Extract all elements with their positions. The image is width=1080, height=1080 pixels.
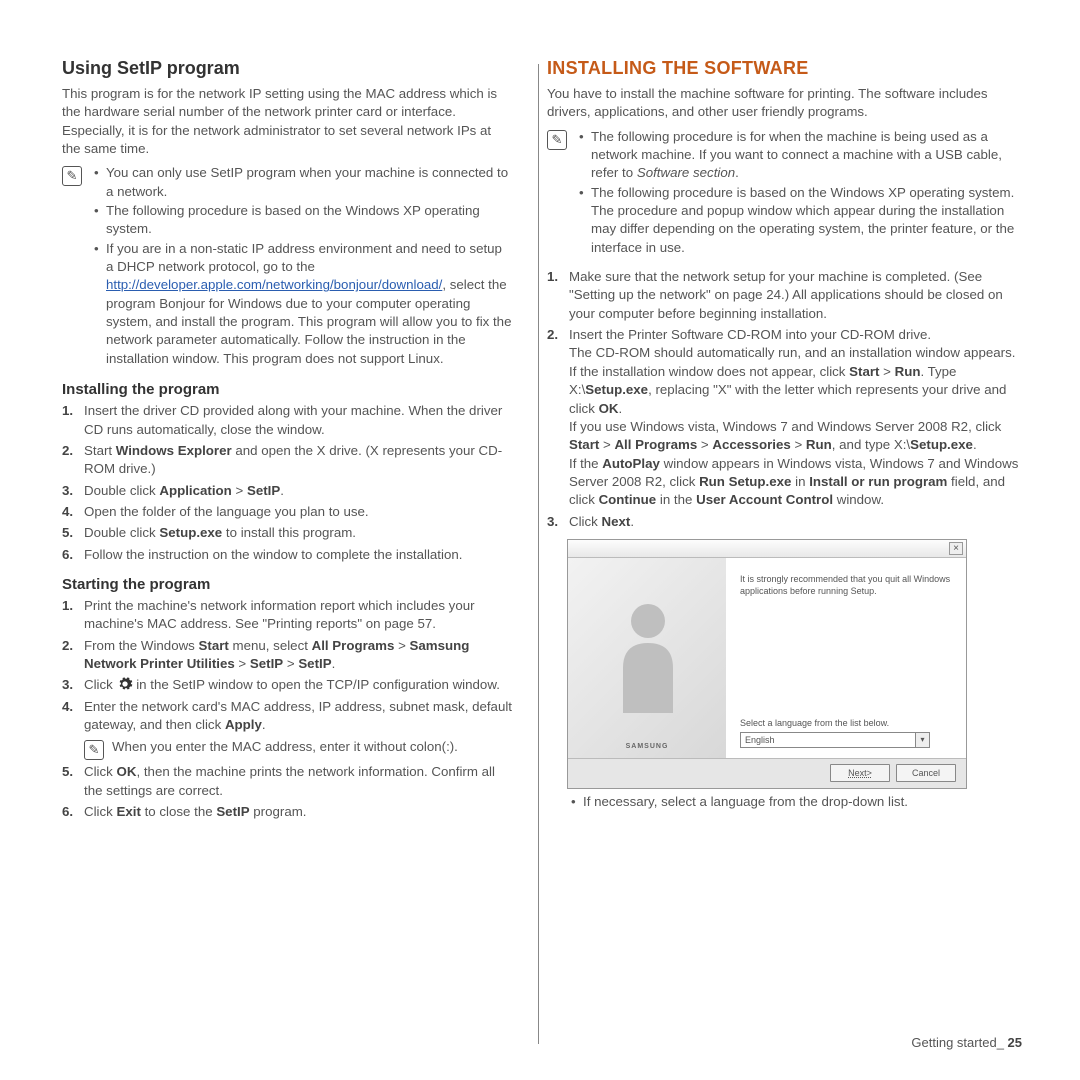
note-block-1: ✎ You can only use SetIP program when yo…	[62, 164, 512, 369]
installer-graphic-panel: SAMSUNG	[568, 558, 726, 758]
note-item: The following procedure is based on the …	[577, 184, 1022, 257]
step: Click Exit to close the SetIP program.	[62, 803, 512, 821]
step: Enter the network card's MAC address, IP…	[62, 698, 512, 761]
note-block-2: ✎ The following procedure is for when th…	[547, 128, 1022, 258]
right-column: INSTALLING THE SOFTWARE You have to inst…	[547, 58, 1022, 824]
step: Click OK, then the machine prints the ne…	[62, 763, 512, 800]
intro-left: This program is for the network IP setti…	[62, 85, 512, 158]
close-icon[interactable]: ×	[949, 542, 963, 555]
step: Click in the SetIP window to open the TC…	[62, 676, 512, 694]
step: Make sure that the network setup for you…	[547, 268, 1022, 323]
step: Click Next.	[547, 513, 1022, 531]
inline-note-text: When you enter the MAC address, enter it…	[112, 738, 458, 760]
intro-right: You have to install the machine software…	[547, 85, 1022, 122]
cancel-button[interactable]: Cancel	[896, 764, 956, 782]
note-item: If you are in a non-static IP address en…	[92, 240, 512, 368]
pencil-icon: ✎	[547, 130, 567, 150]
post-screenshot-bullet: If necessary, select a language from the…	[569, 793, 1022, 811]
column-divider	[538, 64, 539, 1044]
window-titlebar: ×	[568, 540, 966, 558]
install-steps: Insert the driver CD provided along with…	[62, 402, 512, 564]
note-item: The following procedure is based on the …	[92, 202, 512, 239]
step: Print the machine's network information …	[62, 597, 512, 634]
step: Open the folder of the language you plan…	[62, 503, 512, 521]
page-footer: Getting started_ 25	[911, 1035, 1022, 1050]
gear-icon	[117, 676, 133, 692]
subheading-installing: Installing the program	[62, 381, 512, 398]
step: Start Windows Explorer and open the X dr…	[62, 442, 512, 479]
step: Insert the Printer Software CD-ROM into …	[547, 326, 1022, 509]
start-steps: Print the machine's network information …	[62, 597, 512, 821]
bonjour-link[interactable]: http://developer.apple.com/networking/bo…	[106, 277, 442, 292]
installer-screenshot: × SAMSUNG It is strongly recommended tha…	[567, 539, 967, 789]
language-label: Select a language from the list below.	[740, 718, 952, 728]
chevron-down-icon[interactable]: ▾	[915, 733, 929, 747]
pencil-icon: ✎	[84, 740, 104, 760]
installer-instruction: It is strongly recommended that you quit…	[740, 574, 952, 597]
heading-using-setip: Using SetIP program	[62, 58, 512, 79]
pencil-icon: ✎	[62, 166, 82, 186]
step: From the Windows Start menu, select All …	[62, 637, 512, 674]
subheading-starting: Starting the program	[62, 576, 512, 593]
left-column: Using SetIP program This program is for …	[62, 58, 512, 824]
samsung-logo: SAMSUNG	[568, 743, 726, 750]
note-item: The following procedure is for when the …	[577, 128, 1022, 183]
language-select[interactable]: English ▾	[740, 732, 930, 748]
person-icon	[613, 593, 683, 713]
install-software-steps: Make sure that the network setup for you…	[547, 268, 1022, 531]
step: Follow the instruction on the window to …	[62, 546, 512, 564]
step: Insert the driver CD provided along with…	[62, 402, 512, 439]
note-item: You can only use SetIP program when your…	[92, 164, 512, 201]
step: Double click Setup.exe to install this p…	[62, 524, 512, 542]
next-button[interactable]: Next>	[830, 764, 890, 782]
step: Double click Application > SetIP.	[62, 482, 512, 500]
heading-installing-software: INSTALLING THE SOFTWARE	[547, 58, 1022, 79]
